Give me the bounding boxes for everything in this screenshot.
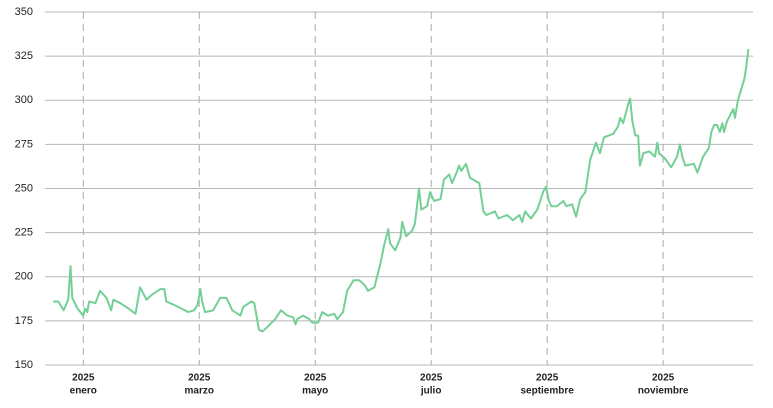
x-tick-label: enero — [70, 386, 97, 397]
y-tick-label: 225 — [15, 227, 33, 239]
x-tick-label: 2025 — [652, 373, 675, 384]
y-tick-label: 325 — [15, 50, 33, 62]
x-tick-label: 2025 — [536, 373, 559, 384]
x-tick-label: mayo — [302, 386, 328, 397]
y-tick-label: 250 — [15, 182, 33, 194]
x-tick-label: 2025 — [72, 373, 95, 384]
x-tick-label: julio — [420, 386, 442, 397]
y-tick-label: 275 — [15, 138, 33, 150]
x-tick-label: 2025 — [420, 373, 443, 384]
y-tick-label: 300 — [15, 94, 33, 106]
x-tick-label: noviembre — [638, 386, 689, 397]
y-tick-label: 175 — [15, 315, 33, 327]
y-tick-label: 150 — [15, 359, 33, 371]
y-tick-label: 350 — [15, 6, 33, 18]
price-line — [53, 48, 750, 333]
x-tick-label: septiembre — [520, 386, 574, 397]
y-tick-label: 200 — [15, 271, 33, 283]
x-tick-label: 2025 — [304, 373, 327, 384]
x-tick-label: 2025 — [188, 373, 211, 384]
x-tick-label: marzo — [185, 386, 214, 397]
